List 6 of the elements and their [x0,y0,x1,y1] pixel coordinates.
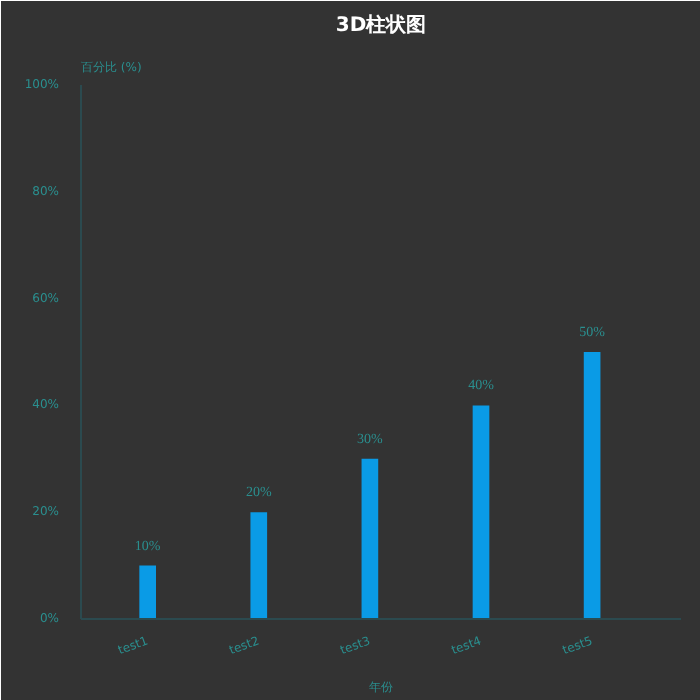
bar [139,565,156,619]
bar [361,458,379,619]
bar [250,512,268,619]
bar [472,405,490,619]
bar [583,352,601,619]
chart-title: 3D柱状图 [335,13,427,37]
